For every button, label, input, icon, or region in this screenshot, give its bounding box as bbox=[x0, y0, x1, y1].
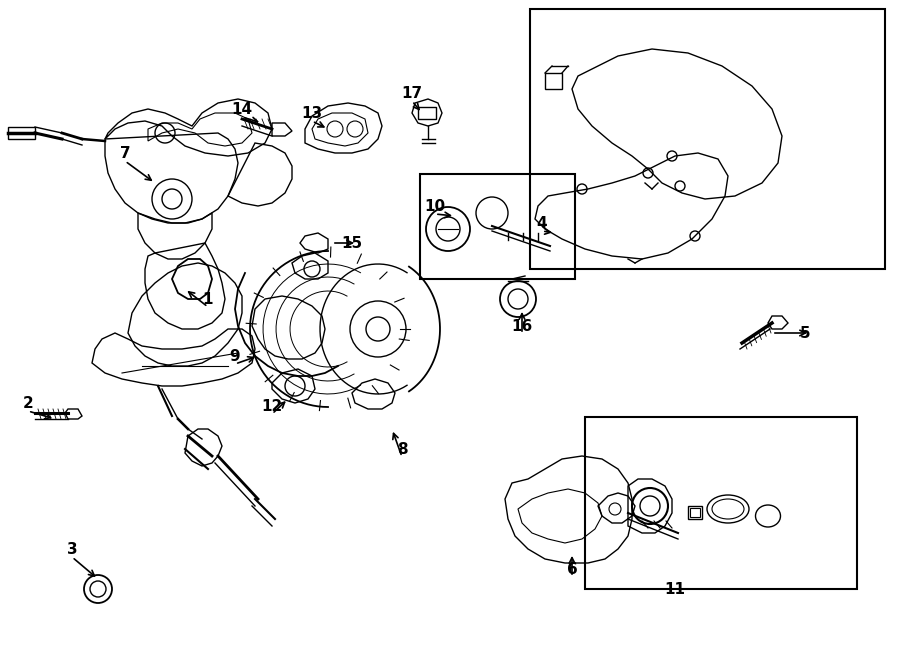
Text: 15: 15 bbox=[341, 235, 363, 251]
Text: 1: 1 bbox=[202, 292, 213, 307]
Text: 2: 2 bbox=[22, 395, 33, 410]
Text: 11: 11 bbox=[664, 582, 686, 596]
Text: 9: 9 bbox=[230, 348, 240, 364]
Text: 7: 7 bbox=[120, 145, 130, 161]
Bar bbox=[690, 508, 700, 517]
Text: 10: 10 bbox=[425, 198, 446, 214]
Text: 5: 5 bbox=[800, 325, 810, 340]
Text: 17: 17 bbox=[401, 85, 423, 100]
Text: 8: 8 bbox=[397, 442, 408, 457]
Text: 13: 13 bbox=[302, 106, 322, 120]
Text: 6: 6 bbox=[567, 561, 578, 576]
Bar bbox=[585, 417, 857, 589]
Text: 14: 14 bbox=[231, 102, 253, 116]
Text: 16: 16 bbox=[511, 319, 533, 334]
Text: 3: 3 bbox=[67, 541, 77, 557]
Bar bbox=[420, 174, 575, 279]
Bar bbox=[418, 107, 436, 119]
Text: 4: 4 bbox=[536, 215, 547, 231]
Text: 12: 12 bbox=[261, 399, 283, 414]
Bar bbox=[530, 9, 885, 269]
